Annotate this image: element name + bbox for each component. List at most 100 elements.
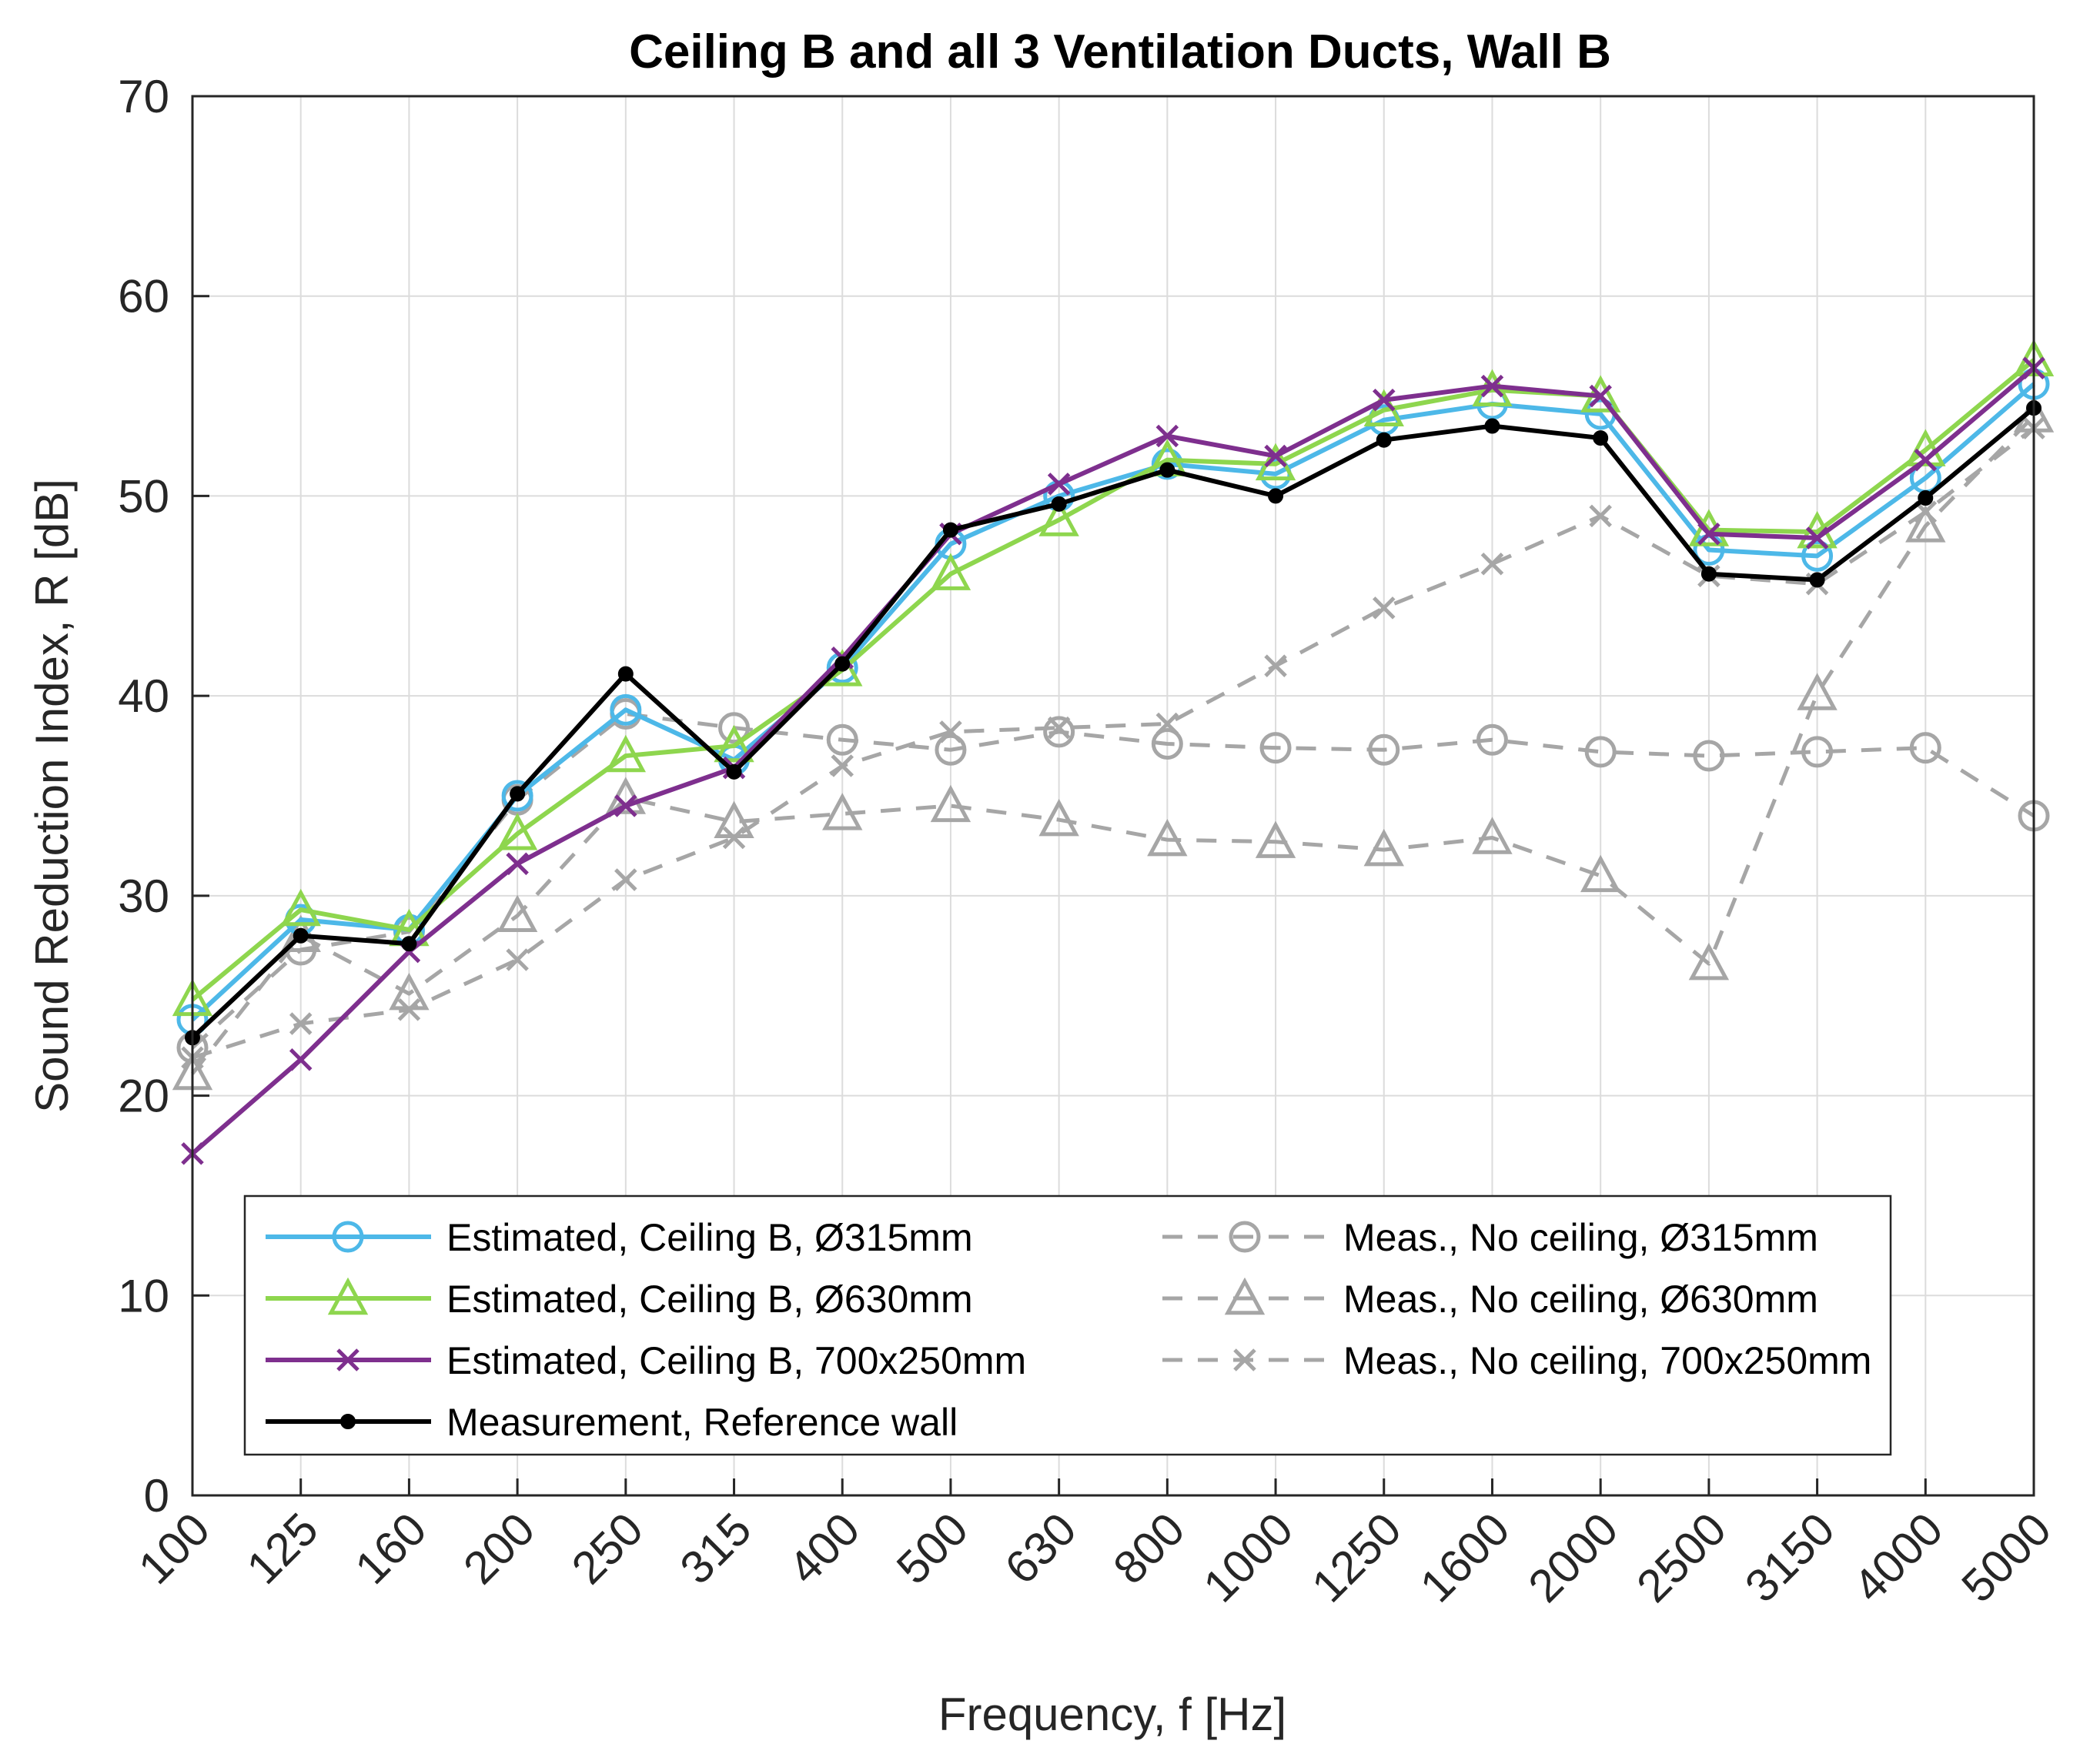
series-0-point-3150 <box>1801 540 1834 572</box>
series-1-point-500 <box>930 553 971 590</box>
legend-label-4: Meas., No ceiling, Ø315mm <box>1343 1216 1818 1259</box>
series-4-point-800 <box>1151 727 1183 760</box>
series-3-point-800 <box>1159 462 1175 478</box>
legend-item-6: Meas., No ceiling, 700x250mm <box>1162 1339 1871 1382</box>
series-4-point-3150 <box>1801 736 1834 768</box>
series-4-point-500 <box>935 733 967 766</box>
y-axis-ticks: 0 10 20 30 40 50 60 70 <box>118 71 209 1522</box>
series-2-point-4000 <box>1914 448 1938 472</box>
series-2-point-1000 <box>1264 444 1287 468</box>
series-3-point-1000 <box>1268 488 1284 504</box>
series-2-point-3150 <box>1805 526 1829 550</box>
y-tick-label-10: 10 <box>118 1270 169 1321</box>
series-5-point-2000 <box>1580 854 1621 893</box>
series-3-point-2500 <box>1700 566 1717 582</box>
legend-marker-1 <box>327 1277 369 1315</box>
series-6-point-1600 <box>1480 552 1504 576</box>
series-6-point-160 <box>397 998 421 1021</box>
series-1-point-315 <box>714 724 754 763</box>
series-3-point-315 <box>726 763 742 780</box>
series-line-6 <box>192 426 2035 1060</box>
series-1-point-4000 <box>1905 429 1946 466</box>
series-3-point-250 <box>617 666 634 682</box>
series-6-point-2000 <box>1589 504 1612 528</box>
series-5-point-2500 <box>1688 942 1730 981</box>
series-5-point-1000 <box>1255 820 1296 858</box>
series-6-point-500 <box>939 720 962 743</box>
y-tick-label-50: 50 <box>118 470 169 522</box>
chart-title: Ceiling B and all 3 Ventilation Ducts, W… <box>629 25 1611 79</box>
legend-label-0: Estimated, Ceiling B, Ø315mm <box>446 1216 973 1259</box>
series-1-point-125 <box>280 888 321 927</box>
y-tick-label-20: 20 <box>118 1071 169 1122</box>
series-2-point-630 <box>1047 473 1071 496</box>
series-3-point-3150 <box>1809 572 1825 588</box>
series-4-point-1000 <box>1259 732 1292 764</box>
series-6-point-400 <box>831 754 854 777</box>
series-3-point-125 <box>293 927 309 944</box>
legend-marker-4 <box>1229 1221 1261 1253</box>
series-6-point-200 <box>506 948 529 971</box>
series-3-point-1600 <box>1484 418 1500 434</box>
series-6-point-630 <box>1047 716 1071 740</box>
legend-label-5: Meas., No ceiling, Ø630mm <box>1343 1278 1818 1321</box>
series-line-3 <box>190 406 2035 1040</box>
series-5-point-3150 <box>1797 673 1838 710</box>
series-6-point-315 <box>722 826 746 850</box>
y-axis-label: Sound Reduction Index, R [dB] <box>26 479 78 1113</box>
legend-item-1: Estimated, Ceiling B, Ø630mm <box>266 1277 973 1321</box>
legend-box <box>243 1194 1892 1456</box>
series-0-point-200 <box>501 780 533 812</box>
series-0-point-250 <box>610 693 642 726</box>
legend: Estimated, Ceiling B, Ø315mm Estimated, C… <box>243 1194 1892 1456</box>
series-5-point-1600 <box>1472 817 1513 854</box>
x-axis-label: Frequency, f [Hz] <box>938 1689 1286 1740</box>
legend-label-6: Meas., No ceiling, 700x250mm <box>1343 1339 1871 1382</box>
legend-label-3: Measurement, Reference wall <box>446 1401 958 1444</box>
series-2-point-1600 <box>1480 374 1504 398</box>
legend-marker-0 <box>332 1221 364 1253</box>
series-2-point-2000 <box>1589 384 1612 408</box>
series-3 <box>185 400 2042 1046</box>
y-tick-label-40: 40 <box>118 670 169 722</box>
series-1-point-2500 <box>1688 509 1730 546</box>
series-3-point-630 <box>1051 496 1067 512</box>
y-tick-label-0: 0 <box>144 1470 169 1522</box>
series-0-point-800 <box>1151 448 1183 480</box>
y-tick-label-30: 30 <box>118 870 169 922</box>
series-2-point-250 <box>614 794 637 817</box>
series-6 <box>181 416 2045 1069</box>
legend-marker-3 <box>340 1414 356 1429</box>
series-6-point-800 <box>1155 712 1179 736</box>
legend-item-4: Meas., No ceiling, Ø315mm <box>1162 1216 1818 1259</box>
legend-label-1: Estimated, Ceiling B, Ø630mm <box>446 1278 973 1321</box>
y-tick-label-60: 60 <box>118 271 169 322</box>
series-5-point-500 <box>930 784 971 823</box>
series-3-point-200 <box>510 786 526 802</box>
series-3-point-1250 <box>1376 432 1392 448</box>
series-layer <box>172 339 2055 1165</box>
series-6-point-1250 <box>1372 596 1396 620</box>
legend-marker-5 <box>1224 1277 1266 1315</box>
series-5-point-1250 <box>1363 828 1404 867</box>
legend-item-2: Estimated, Ceiling B, 700x250mm <box>266 1339 1026 1382</box>
series-6-point-250 <box>614 868 637 891</box>
series-4-point-630 <box>1043 716 1075 748</box>
series-3-point-500 <box>942 522 958 538</box>
series-5-point-800 <box>1147 818 1188 857</box>
series-1-point-250 <box>605 734 647 773</box>
series-3-point-400 <box>834 656 851 672</box>
series-2-point-200 <box>506 852 529 876</box>
series-1-point-200 <box>497 813 538 850</box>
series-1-point-630 <box>1038 499 1079 536</box>
legend-label-2: Estimated, Ceiling B, 700x250mm <box>446 1339 1026 1382</box>
series-6-point-125 <box>289 1012 313 1035</box>
legend-item-0: Estimated, Ceiling B, Ø315mm <box>266 1216 973 1259</box>
series-2-point-125 <box>289 1048 313 1071</box>
series-line-2 <box>191 366 2035 1156</box>
series-3-point-4000 <box>1918 490 1934 506</box>
series-4-point-4000 <box>1909 732 1941 764</box>
series-5-point-200 <box>497 894 538 933</box>
